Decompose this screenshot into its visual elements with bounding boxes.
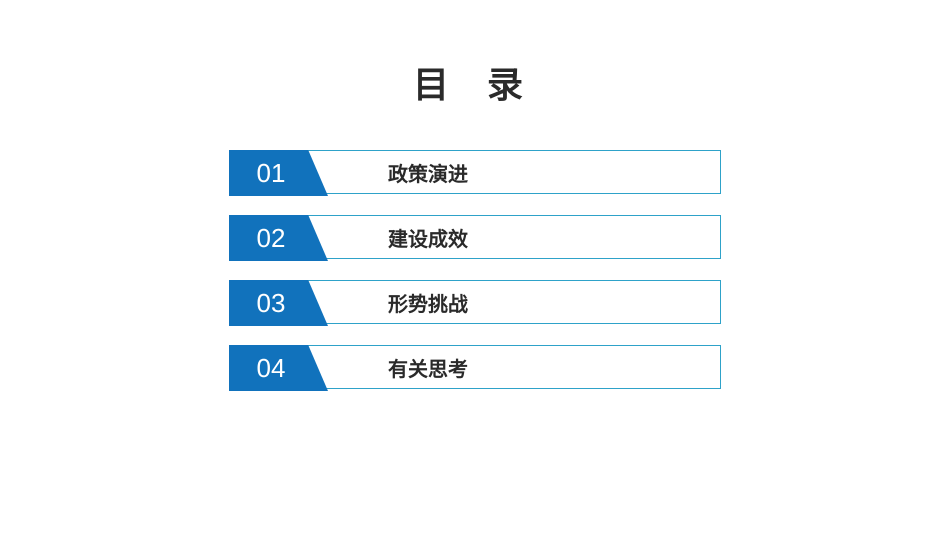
- toc-label: 有关思考: [388, 353, 468, 382]
- toc-number-wrap: 02: [230, 216, 328, 258]
- toc-label: 形势挑战: [388, 288, 468, 317]
- toc-item: 02 建设成效: [229, 215, 721, 259]
- toc-label: 建设成效: [388, 223, 468, 252]
- toc-number: 02: [230, 216, 312, 260]
- toc-number-wrap: 03: [230, 281, 328, 323]
- toc-number: 01: [230, 151, 312, 195]
- toc-number: 03: [230, 281, 312, 325]
- toc-label: 政策演进: [388, 158, 468, 187]
- toc-number-wrap: 01: [230, 151, 328, 193]
- toc-item: 04 有关思考: [229, 345, 721, 389]
- toc-item: 03 形势挑战: [229, 280, 721, 324]
- page-title: 目 录: [413, 56, 537, 108]
- slide-container: 目 录 01 政策演进 02 建设成效 03 形势挑战: [0, 0, 950, 535]
- toc-list: 01 政策演进 02 建设成效 03 形势挑战 04 有关思考: [229, 150, 721, 389]
- toc-number: 04: [230, 346, 312, 390]
- toc-item: 01 政策演进: [229, 150, 721, 194]
- toc-number-wrap: 04: [230, 346, 328, 388]
